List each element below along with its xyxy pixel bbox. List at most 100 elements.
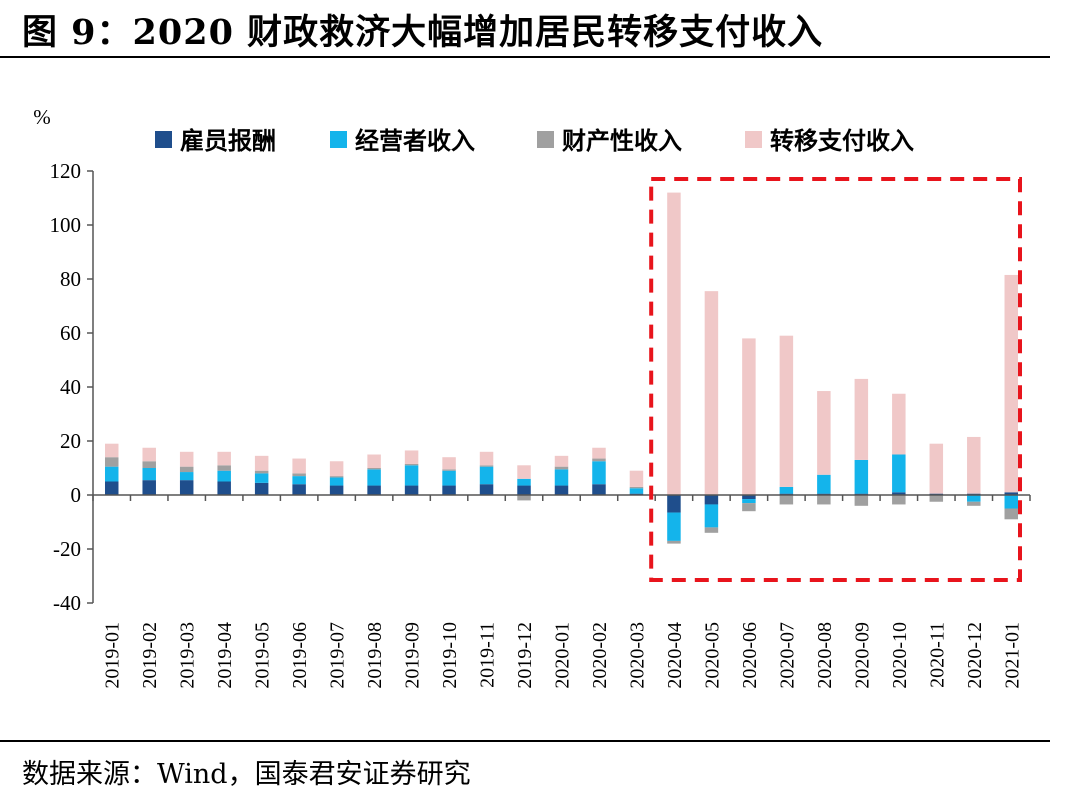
title-rule: [0, 56, 1050, 58]
x-tick-label: 2019-01: [102, 622, 124, 689]
bar-2019-06-s0: [292, 484, 306, 495]
bar-2020-10-s2: [892, 495, 906, 505]
legend-label: 经营者收入: [355, 126, 475, 155]
bar-2019-12-s1: [517, 478, 531, 486]
bar-2019-07-s3: [329, 461, 344, 477]
y-axis: -40 -20 0 20 40 60 80 100 120%: [33, 105, 94, 615]
bar-2019-05-s0: [254, 482, 269, 495]
x-tick-label: 2020-09: [851, 622, 873, 689]
bar-2020-08-s1: [817, 474, 831, 494]
x-tick-label: 2021-01: [1001, 622, 1023, 689]
bar-2019-05-s1: [254, 473, 269, 483]
legend-label: 财产性收入: [562, 126, 682, 155]
source-rule: [0, 740, 1050, 742]
bar-2020-06-s1: [742, 499, 756, 504]
bar-2020-01-s0: [554, 485, 569, 495]
x-tick-label: 2020-03: [626, 622, 648, 689]
x-tick-label: 2019-02: [139, 622, 161, 689]
x-tick-label: 2020-07: [776, 622, 798, 689]
bar-2019-06-s1: [292, 476, 306, 485]
x-tick-label: 2020-01: [552, 622, 574, 689]
x-tick-label: 2019-07: [327, 622, 349, 689]
legend-label: 转移支付收入: [770, 126, 914, 155]
legend: 雇员报酬 经营者收入 财产性收入 转移支付收入: [155, 126, 914, 155]
bar-2020-03-s2: [629, 486, 644, 489]
bar-2020-04-s1: [667, 512, 681, 541]
x-tick-label: 2019-12: [514, 622, 536, 689]
bar-2019-07-s0: [329, 485, 344, 495]
bar-2020-09-s3: [854, 378, 869, 460]
bar-2020-12-s1: [967, 495, 981, 502]
x-tick-label: 2019-10: [439, 622, 461, 689]
y-tick-label: 60: [60, 321, 81, 345]
bar-2020-10-s0: [892, 492, 906, 495]
bar-2020-07-s2: [779, 495, 794, 505]
bar-2020-02-s3: [592, 447, 606, 459]
bar-2019-07-s1: [329, 477, 344, 486]
legend-swatch: [745, 131, 762, 148]
y-tick-label: 20: [60, 429, 81, 453]
x-tick-label: 2019-05: [252, 622, 274, 689]
x-tick-label: 2020-11: [926, 622, 948, 688]
bar-2019-03-s1: [179, 472, 194, 481]
bar-2019-10-s0: [442, 485, 456, 495]
bar-2019-02-s1: [142, 468, 156, 481]
bar-2019-09-s1: [404, 465, 419, 486]
y-tick-label: -20: [53, 537, 81, 561]
x-tick-label: 2020-08: [814, 622, 836, 689]
bar-2019-04-s1: [217, 470, 231, 482]
bar-2019-02-s0: [142, 480, 156, 495]
y-tick-label: 80: [60, 267, 81, 291]
bar-2020-10-s3: [892, 393, 906, 455]
bar-2020-12-s3: [967, 436, 981, 494]
highlight-box: [649, 177, 1022, 582]
bar-2019-09-s0: [404, 485, 419, 495]
y-tick-label: 40: [60, 375, 81, 399]
bar-2019-08-s0: [367, 485, 381, 495]
bar-2020-07-s1: [779, 486, 794, 494]
bar-2019-03-s3: [179, 451, 194, 467]
bar-2020-02-s1: [592, 461, 606, 485]
bar-2019-03-s0: [179, 480, 194, 495]
bar-2019-04-s2: [217, 465, 231, 471]
x-tick-label: 2019-03: [177, 622, 199, 689]
x-tick-label: 2020-05: [701, 622, 723, 689]
bar-2020-06-s0: [742, 495, 756, 500]
bar-2019-10-s1: [442, 470, 456, 486]
y-unit-label: %: [33, 105, 51, 129]
bar-2019-01-s3: [104, 443, 119, 458]
bar-2020-01-s1: [554, 469, 569, 486]
bar-2019-09-s2: [404, 463, 419, 466]
bar-2019-11-s3: [479, 451, 494, 466]
bars: [104, 192, 1019, 544]
x-tick-label: 2019-08: [364, 622, 386, 689]
bar-2021-01-s0: [1004, 492, 1019, 495]
bar-2019-05-s3: [254, 455, 269, 471]
bar-2020-09-s2: [854, 495, 869, 506]
bar-2019-06-s3: [292, 458, 306, 474]
bar-2020-01-s2: [554, 466, 569, 470]
bar-2020-06-s2: [742, 503, 756, 512]
bar-2019-05-s2: [254, 470, 269, 474]
bar-2021-01-s3: [1004, 274, 1019, 493]
x-tick-label: 2020-10: [889, 622, 911, 689]
bar-2019-03-s2: [179, 466, 194, 473]
bar-2019-01-s2: [104, 457, 119, 467]
legend-swatch: [537, 131, 554, 148]
x-tick-label: 2020-06: [739, 622, 761, 689]
bar-2019-07-s2: [329, 476, 344, 478]
x-tick-label: 2019-04: [214, 622, 236, 689]
x-tick-label: 2020-02: [589, 622, 611, 689]
figure-title: 图 9：2020 财政救济大幅增加居民转移支付收入: [22, 12, 824, 53]
bar-2020-08-s3: [817, 391, 831, 475]
bar-2019-12-s3: [517, 465, 531, 479]
bar-2019-12-s0: [517, 485, 531, 495]
legend-label: 雇员报酬: [180, 126, 276, 155]
bar-2020-10-s1: [892, 454, 906, 493]
bar-2020-05-s1: [704, 504, 719, 528]
bar-2020-04-s3: [667, 192, 681, 495]
bar-2020-05-s0: [704, 495, 719, 505]
bar-2020-04-s2: [667, 540, 681, 544]
bar-2020-09-s1: [854, 459, 869, 494]
